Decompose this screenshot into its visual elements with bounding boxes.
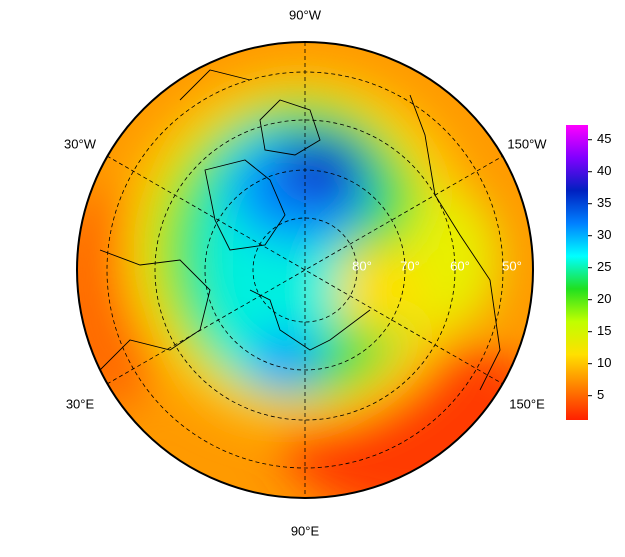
latitude-label: 60° (450, 258, 470, 273)
colorbar-tick-label: 10 (597, 355, 611, 370)
coastlines (99, 69, 501, 391)
colorbar (566, 125, 588, 420)
longitude-label: 30°E (66, 396, 95, 411)
longitude-label: 30°W (64, 136, 97, 151)
colorbar-tick-label: 5 (597, 387, 604, 402)
colorbar-tick-label: 25 (597, 259, 611, 274)
colorbar-tick-label: 40 (597, 163, 611, 178)
latitude-label: 80° (352, 258, 372, 273)
longitude-label: 150°W (507, 136, 547, 151)
map-border (76, 41, 534, 499)
latitude-label: 50° (502, 258, 522, 273)
colorbar-tick-label: 30 (597, 227, 611, 242)
colorbar-tick-label: 15 (597, 323, 611, 338)
longitude-label: 90°W (289, 7, 322, 22)
graticule (106, 42, 504, 498)
field (77, 42, 533, 498)
longitude-label: 150°E (509, 396, 545, 411)
colorbar-tick-label: 20 (597, 291, 611, 306)
colorbar-tick-label: 35 (597, 195, 611, 210)
longitude-label: 90°E (291, 523, 320, 538)
latitude-label: 70° (400, 258, 420, 273)
colorbar-tick-label: 45 (597, 131, 611, 146)
